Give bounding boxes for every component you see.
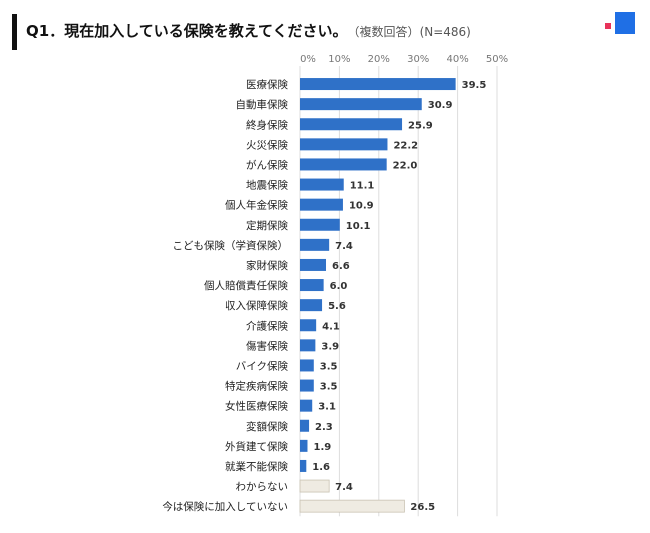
question-text: Q1．現在加入している保険を教えてください。: [26, 22, 348, 40]
x-tick-label: 0%: [300, 54, 316, 65]
bar: [300, 258, 327, 271]
bar: [300, 279, 324, 292]
value-label: 39.5: [462, 80, 487, 91]
bar: [300, 399, 313, 412]
value-label: 5.6: [328, 301, 346, 312]
bar-other: [299, 499, 405, 513]
value-label: 1.6: [312, 462, 330, 473]
value-label: 10.1: [346, 221, 371, 232]
category-label: 外貨建て保険: [225, 440, 288, 453]
value-label: 3.9: [321, 341, 339, 352]
category-label: 変額保険: [246, 420, 288, 433]
bar: [300, 178, 344, 191]
value-label: 26.5: [410, 502, 435, 513]
value-label: 7.4: [335, 482, 353, 493]
category-label: 就業不能保険: [225, 460, 288, 473]
category-label: 医療保険: [246, 78, 288, 91]
bar: [300, 299, 323, 312]
x-tick-label: 30%: [407, 54, 429, 65]
category-label: バイク保険: [236, 359, 289, 372]
category-label: 個人年金保険: [225, 199, 288, 212]
value-label: 22.0: [393, 160, 418, 171]
category-label: 介護保険: [246, 319, 288, 332]
value-label: 3.5: [320, 382, 338, 393]
category-label: 今は保険に加入していない: [162, 500, 288, 513]
brand-logo-icon: [605, 12, 635, 34]
bar: [300, 78, 456, 91]
bar: [300, 439, 308, 452]
category-label: 終身保険: [246, 118, 288, 131]
value-label: 25.9: [408, 120, 433, 131]
category-label: 女性医療保険: [225, 400, 288, 413]
category-label: こども保険（学資保険）: [173, 239, 289, 252]
category-label: 収入保障保険: [225, 299, 288, 312]
value-label: 6.0: [330, 281, 348, 292]
bar: [300, 118, 403, 131]
category-label: 個人賠償責任保険: [204, 279, 288, 292]
bar: [300, 138, 388, 151]
category-label: 自動車保険: [236, 98, 289, 111]
value-label: 2.3: [315, 422, 333, 433]
category-label: 定期保険: [246, 219, 288, 232]
value-label: 30.9: [428, 100, 453, 111]
value-label: 10.9: [349, 201, 374, 212]
bar: [300, 198, 343, 211]
bar: [300, 218, 340, 231]
x-tick-label: 10%: [328, 54, 350, 65]
bar: [300, 98, 422, 111]
x-tick-label: 40%: [446, 54, 468, 65]
value-label: 22.2: [393, 140, 418, 151]
x-tick-label: 20%: [368, 54, 390, 65]
category-label: 火災保険: [246, 138, 288, 151]
bar: [300, 339, 316, 352]
value-label: 4.1: [322, 321, 340, 332]
bar-other: [299, 479, 330, 493]
category-label: がん保険: [246, 158, 288, 171]
sample-size: (N=486): [419, 25, 471, 39]
value-label: 1.9: [313, 442, 331, 453]
value-label: 3.1: [318, 402, 336, 413]
value-label: 7.4: [335, 241, 353, 252]
x-tick-label: 50%: [486, 54, 508, 65]
bar: [300, 158, 387, 171]
bar: [300, 419, 310, 432]
bar: [300, 359, 314, 372]
category-label: わからない: [236, 481, 289, 493]
title-accent-bar: [12, 14, 17, 50]
bar: [300, 379, 314, 392]
bar: [300, 459, 307, 472]
category-label: 特定疾病保険: [225, 380, 288, 393]
value-label: 11.1: [350, 181, 375, 192]
category-label: 家財保険: [246, 259, 288, 272]
category-label: 地震保険: [246, 179, 288, 192]
bar: [300, 319, 317, 332]
value-label: 3.5: [320, 361, 338, 372]
multiple-answer-note: （複数回答）: [353, 25, 420, 39]
category-label: 傷害保険: [246, 339, 288, 352]
bar: [300, 238, 330, 251]
page-title: Q1．現在加入している保険を教えてください。 （複数回答）(N=486): [26, 20, 471, 41]
value-label: 6.6: [332, 261, 350, 272]
